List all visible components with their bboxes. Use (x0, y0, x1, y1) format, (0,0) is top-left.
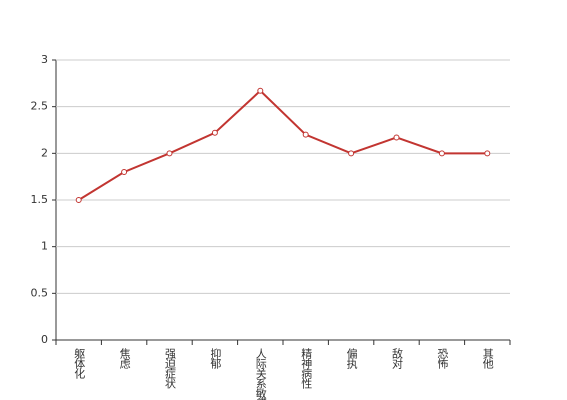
x-tick-label: 精神病性 (300, 348, 313, 390)
point (121, 169, 128, 175)
point (211, 129, 218, 136)
y-tick-label: 2.5 (31, 100, 49, 113)
point (484, 150, 491, 157)
y-tick-label: 1 (41, 240, 48, 253)
point (393, 134, 400, 141)
x-tick-label: 敌对 (391, 347, 404, 369)
point (438, 150, 445, 157)
x-tick-label: 恐怖 (436, 348, 449, 369)
point (302, 131, 309, 138)
x-tick-label: 偏执 (345, 347, 358, 370)
y-tick-label: 1.5 (31, 193, 49, 206)
point (257, 87, 264, 94)
point (166, 150, 173, 157)
y-tick-label: 0 (41, 333, 48, 346)
y-tick-label: 0.5 (31, 286, 49, 299)
x-tick-label: 人际关系敏感 (254, 348, 267, 400)
x-tick-label: 其他 (481, 348, 494, 369)
x-tick-label: 抑郁 (209, 347, 222, 369)
point (75, 197, 82, 203)
x-tick-label: 躯体化 (73, 348, 86, 380)
x-tick-label: 强迫症状 (164, 348, 177, 389)
line (78, 89, 488, 201)
y-tick-label: 2 (41, 146, 48, 159)
point (348, 150, 355, 157)
x-tick-label: 焦虑 (118, 348, 131, 369)
y-tick-label: 3 (41, 53, 48, 66)
